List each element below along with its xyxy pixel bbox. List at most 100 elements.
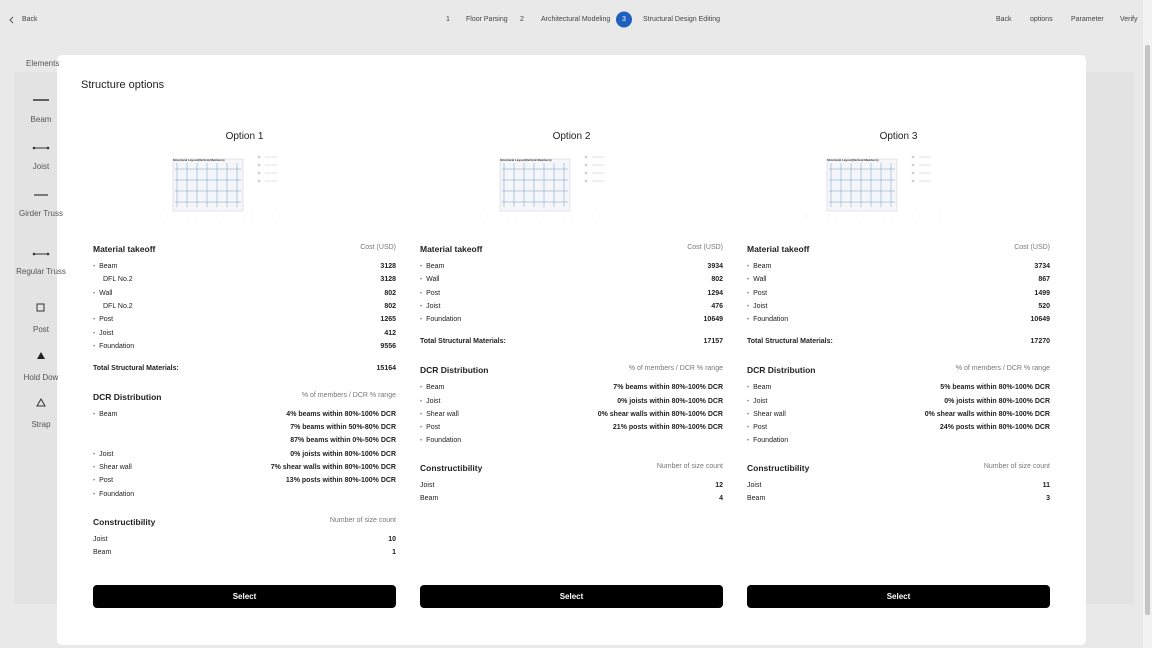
material-sub-name: DFL No.2 xyxy=(103,302,133,310)
material-name: Joist xyxy=(747,302,767,312)
top-action[interactable]: Parameter xyxy=(1071,16,1104,23)
size-value: 4 xyxy=(719,495,723,503)
top-action[interactable]: options xyxy=(1030,16,1053,23)
sidebar-item[interactable]: Regular Truss xyxy=(16,267,66,276)
total-value: 15164 xyxy=(376,364,396,372)
material-name: Beam xyxy=(93,262,117,272)
size-name: Joist xyxy=(747,482,762,490)
material-value: 3934 xyxy=(707,263,723,270)
dcr-value: 24% posts within 80%-100% DCR xyxy=(939,424,1050,432)
section-title: DCR Distribution xyxy=(420,365,489,376)
section-title: Material takeoff xyxy=(420,244,483,254)
dcr-value: 13% posts within 80%-100% DCR xyxy=(285,477,396,485)
sidebar-item[interactable]: Girder Truss xyxy=(18,209,63,218)
size-value: 12 xyxy=(715,482,723,490)
size-name: Joist xyxy=(93,535,108,543)
material-name: Wall xyxy=(747,275,766,285)
option-title: Option 1 xyxy=(225,131,264,142)
dcr-value: 7% beams within 80%-100% DCR xyxy=(613,384,723,392)
plot-title: Structural Layout(Vertical Members) xyxy=(500,158,552,162)
material-name: Post xyxy=(747,289,767,299)
material-value: 412 xyxy=(384,329,396,337)
size-value: 1 xyxy=(392,548,396,556)
top-action[interactable]: Verify xyxy=(1120,16,1138,23)
total-label: Total Structural Materials: xyxy=(93,364,179,372)
dcr-name: Post xyxy=(747,423,767,433)
dcr-name: Joist xyxy=(747,397,767,407)
dcr-name: Foundation xyxy=(747,436,788,446)
scroll-thumb xyxy=(1145,45,1150,615)
material-sub-value: 3128 xyxy=(380,276,396,284)
dcr-value: 0% shear walls within 80%-100% DCR xyxy=(597,410,723,418)
sidebar-item[interactable]: Hold Dow xyxy=(23,373,59,382)
option-title: Option 3 xyxy=(879,131,918,142)
material-value: 520 xyxy=(1038,302,1050,310)
select-button[interactable]: Select xyxy=(747,585,1050,608)
options-modal: Structure options Option 1 Structural Lay… xyxy=(57,55,1086,645)
dcr-name: Beam xyxy=(420,383,444,393)
column-header: % of members / DCR % range xyxy=(628,365,723,373)
size-name: Joist xyxy=(420,482,435,490)
material-value: 476 xyxy=(711,302,723,310)
dcr-name: Beam xyxy=(747,383,771,393)
column-header: Number of size count xyxy=(983,463,1050,471)
material-value: 10649 xyxy=(703,316,723,324)
size-name: Beam xyxy=(747,495,766,503)
plot-title: Structural Layout(Vertical Members) xyxy=(173,158,225,162)
material-name: Wall xyxy=(420,275,439,285)
section-title: Constructibility xyxy=(93,516,156,527)
material-name: Post xyxy=(93,315,113,325)
modal-title: Structure options xyxy=(81,79,165,91)
top-action[interactable]: Back xyxy=(996,16,1012,23)
material-name: Post xyxy=(420,289,440,299)
section-title: Material takeoff xyxy=(747,244,810,254)
size-value: 10 xyxy=(388,535,396,543)
select-button[interactable]: Select xyxy=(420,585,723,608)
size-name: Beam xyxy=(93,548,112,556)
section-title: Constructibility xyxy=(420,463,483,474)
dcr-name: Shear wall xyxy=(93,463,132,473)
material-value: 9556 xyxy=(380,342,396,350)
material-value: 10649 xyxy=(1030,316,1050,324)
sidebar-item[interactable]: Post xyxy=(32,325,49,334)
dcr-value: 87% beams within 0%-50% DCR xyxy=(290,437,396,445)
sidebar-title: Elements xyxy=(26,59,60,68)
sidebar-item[interactable]: Joist xyxy=(32,162,50,171)
option-title: Option 2 xyxy=(552,131,591,142)
dcr-value: 7% beams within 50%-80% DCR xyxy=(290,424,396,432)
dcr-value: 5% beams within 80%-100% DCR xyxy=(940,384,1050,392)
material-value: 1499 xyxy=(1034,289,1050,297)
sidebar-item[interactable]: Strap xyxy=(31,420,51,429)
step-label[interactable]: Structural Design Editing xyxy=(643,16,721,23)
section-title: Constructibility xyxy=(747,463,810,474)
material-value: 3734 xyxy=(1034,263,1050,270)
material-sub-value: 802 xyxy=(384,302,396,310)
select-button[interactable]: Select xyxy=(93,585,396,608)
total-label: Total Structural Materials: xyxy=(747,338,833,346)
dcr-name: Foundation xyxy=(93,490,134,500)
material-name: Foundation xyxy=(93,342,134,352)
step-label[interactable]: Architectural Modeling xyxy=(541,16,611,23)
dcr-value: 4% beams within 80%-100% DCR xyxy=(286,410,396,418)
size-name: Beam xyxy=(420,495,439,503)
back-icon xyxy=(9,16,14,24)
material-name: Joist xyxy=(420,302,440,312)
column-header: Cost (USD) xyxy=(1014,244,1050,251)
plot-title: Structural Layout(Vertical Members) xyxy=(827,158,879,162)
step-number: 2 xyxy=(520,16,524,23)
back-link[interactable]: Back xyxy=(22,16,38,23)
step-label[interactable]: Floor Parsing xyxy=(466,16,508,23)
step-number: 1 xyxy=(446,16,450,23)
dcr-name: Post xyxy=(420,423,440,433)
sidebar-item[interactable]: Beam xyxy=(30,115,52,124)
dcr-value: 7% shear walls within 80%-100% DCR xyxy=(270,464,396,471)
dcr-name: Post xyxy=(93,476,113,486)
material-value: 1294 xyxy=(707,289,723,297)
material-value: 802 xyxy=(711,276,723,284)
layout-thumbnail xyxy=(807,155,942,217)
column-header: Number of size count xyxy=(656,463,723,471)
post-icon xyxy=(36,303,45,312)
dcr-value: 21% posts within 80%-100% DCR xyxy=(612,424,723,432)
dcr-name: Foundation xyxy=(420,436,461,446)
